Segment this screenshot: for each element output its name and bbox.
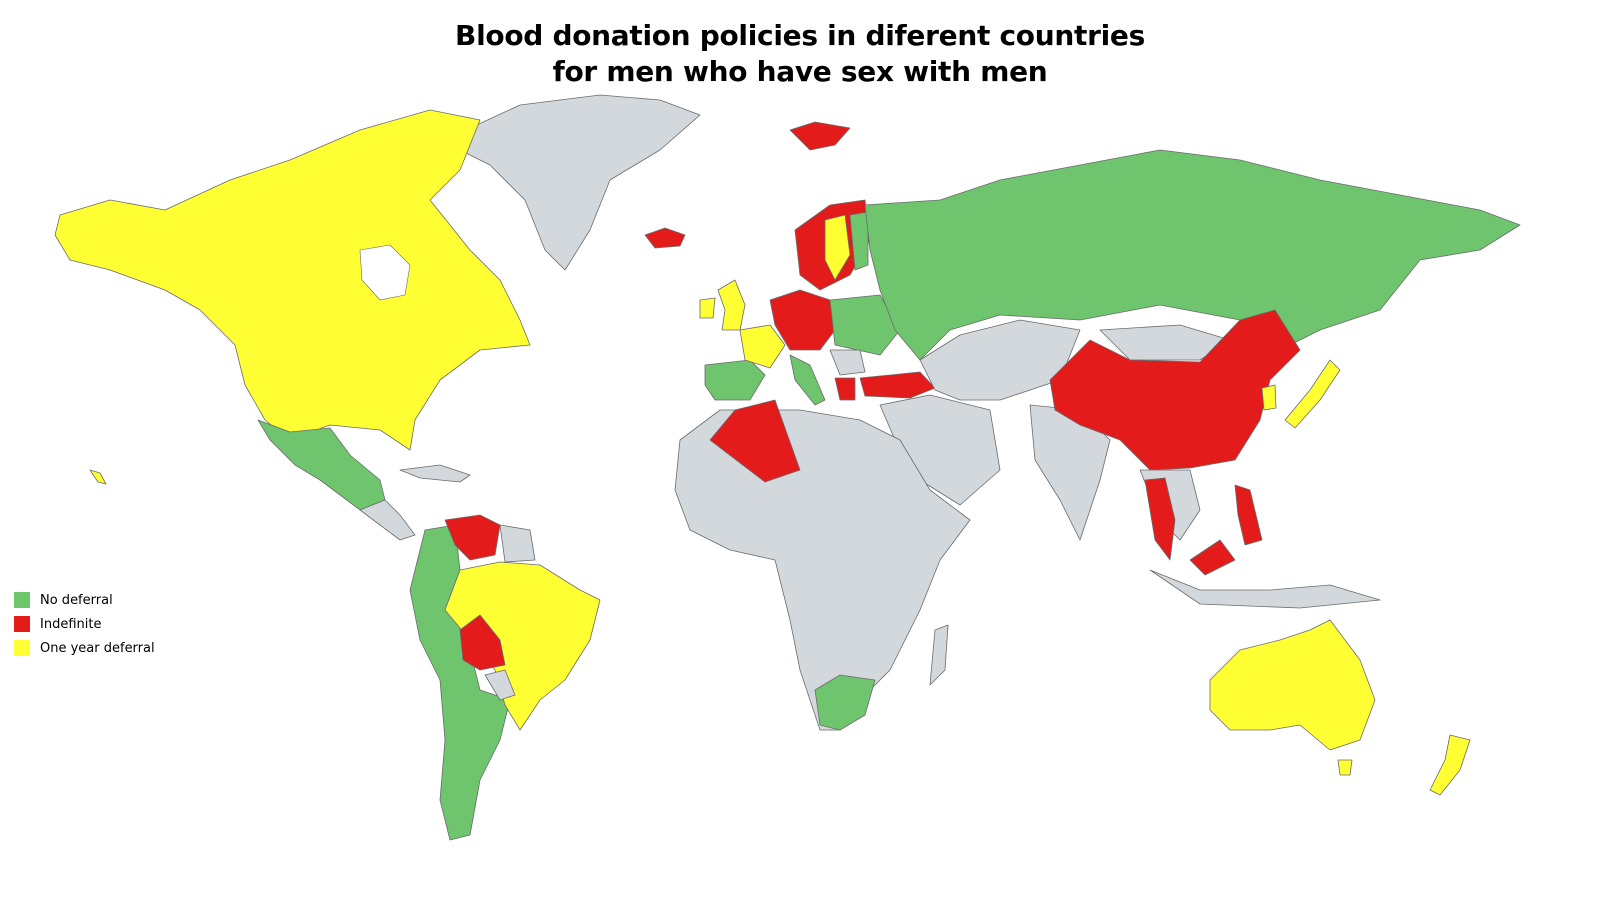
madagascar [929, 624, 949, 686]
thailand-malaysia [1144, 477, 1176, 561]
title-line-2: for men who have sex with men [552, 55, 1048, 88]
greece [834, 377, 856, 401]
africa [674, 409, 971, 731]
eastern-europe [829, 294, 901, 356]
venezuela [444, 514, 501, 561]
turkey [859, 371, 936, 399]
paraguay-uruguay [484, 669, 516, 701]
greenland [454, 94, 701, 271]
map-title: Blood donation policies in diferent coun… [0, 18, 1600, 90]
sweden [824, 214, 851, 281]
italy [789, 354, 826, 406]
algeria [709, 399, 801, 483]
legend-label: One year deferral [40, 640, 155, 656]
svalbard [789, 121, 851, 151]
hawaii [89, 469, 107, 485]
korea [1261, 384, 1277, 411]
guyanas [499, 524, 536, 563]
australia [1209, 619, 1376, 751]
legend: No deferral Indefinite One year deferral [14, 588, 155, 660]
finland [849, 211, 869, 271]
new-zealand [1429, 734, 1471, 796]
legend-label: No deferral [40, 592, 113, 608]
south-africa [814, 674, 876, 731]
tasmania [1337, 759, 1353, 776]
title-line-1: Blood donation policies in diferent coun… [455, 19, 1145, 52]
japan [1284, 359, 1341, 429]
legend-item-no-deferral: No deferral [14, 588, 155, 612]
legend-swatch-indefinite [14, 616, 30, 632]
uk [717, 279, 746, 331]
bolivia [459, 614, 506, 671]
legend-label: Indefinite [40, 616, 102, 632]
mexico [257, 419, 386, 511]
central-america [359, 499, 416, 541]
iberia [704, 359, 766, 401]
legend-item-one-year-deferral: One year deferral [14, 636, 155, 660]
legend-item-indefinite: Indefinite [14, 612, 155, 636]
hudson-bay [359, 244, 411, 301]
legend-swatch-one-year-deferral [14, 640, 30, 656]
balkans [829, 349, 866, 376]
legend-swatch-no-deferral [14, 592, 30, 608]
central-europe [769, 289, 836, 351]
indonesia [1149, 569, 1381, 609]
ireland [699, 297, 716, 319]
iceland [644, 227, 686, 249]
caribbean [399, 464, 471, 483]
borneo [1189, 539, 1236, 576]
philippines [1234, 484, 1263, 546]
canada-usa [54, 109, 531, 451]
france [739, 324, 786, 369]
